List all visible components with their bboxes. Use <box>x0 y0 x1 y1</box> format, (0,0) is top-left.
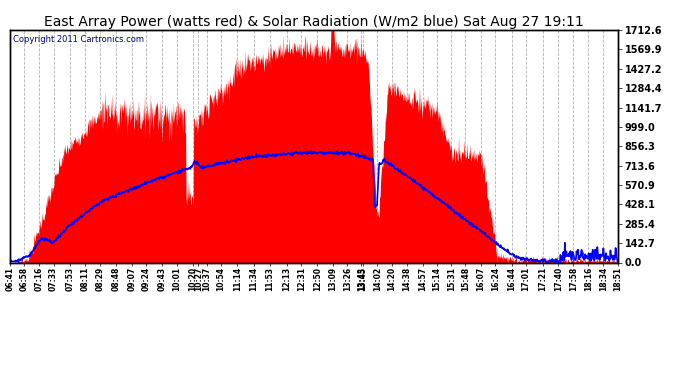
Text: Copyright 2011 Cartronics.com: Copyright 2011 Cartronics.com <box>13 34 144 44</box>
Title: East Array Power (watts red) & Solar Radiation (W/m2 blue) Sat Aug 27 19:11: East Array Power (watts red) & Solar Rad… <box>44 15 584 29</box>
